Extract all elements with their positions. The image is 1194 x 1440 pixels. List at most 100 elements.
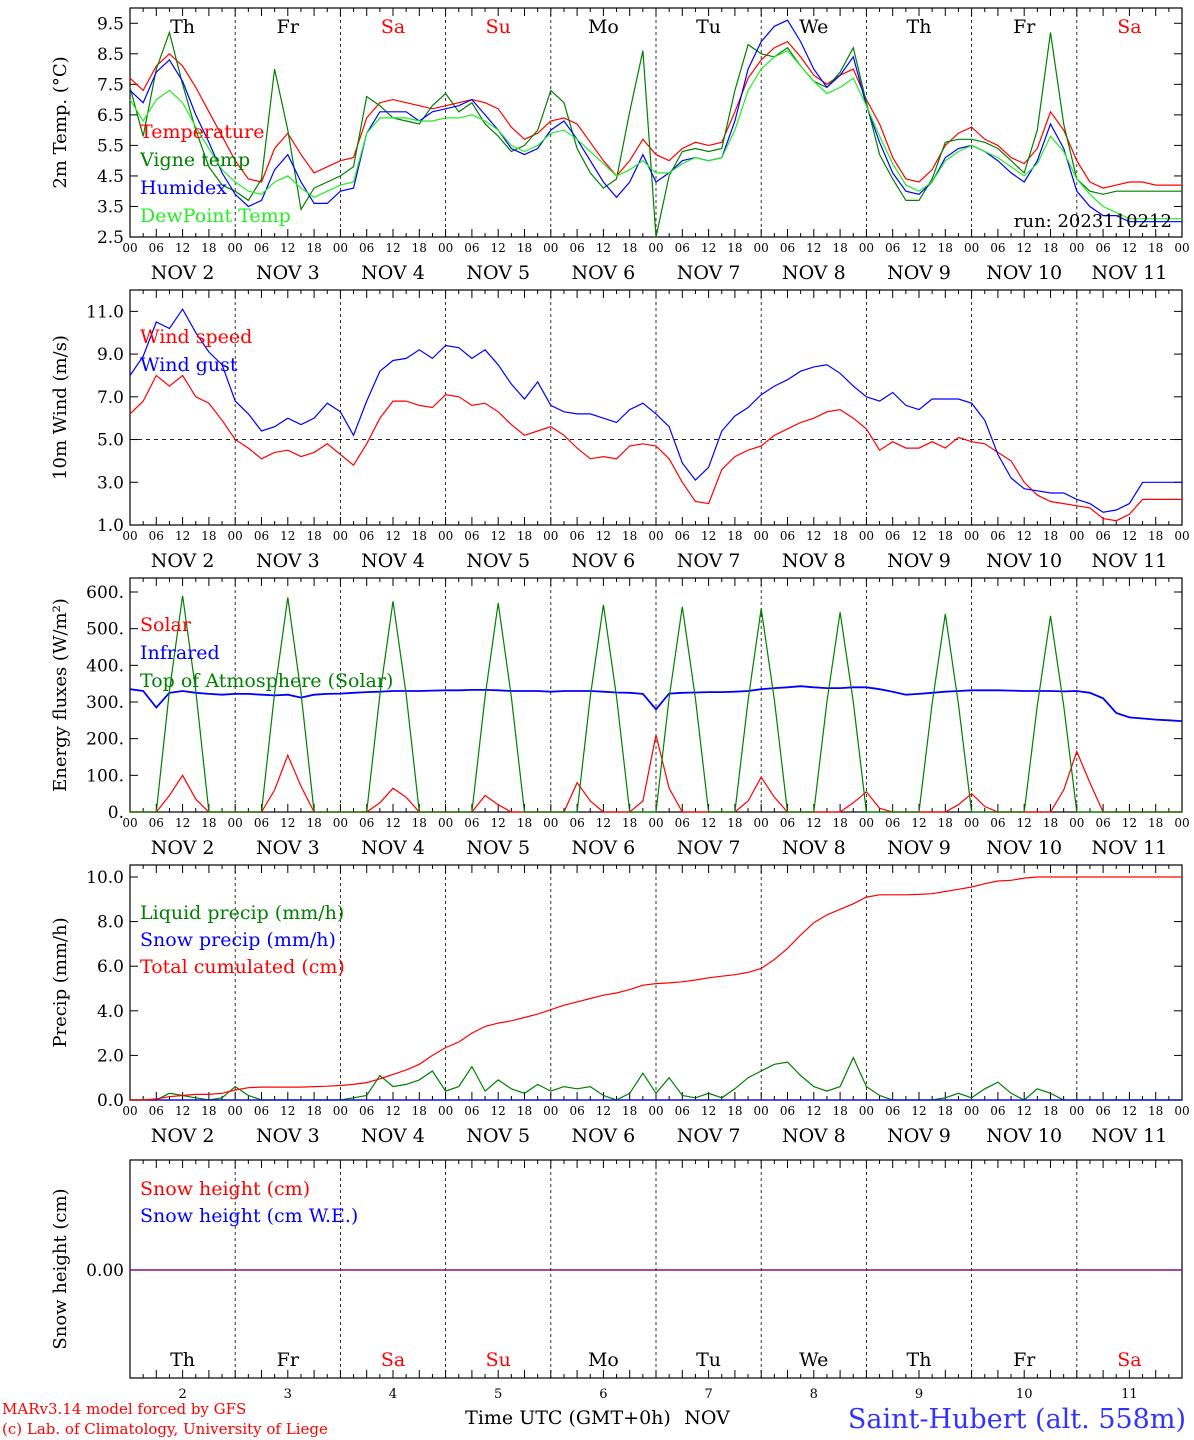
x-hour-label: 18 bbox=[938, 529, 953, 543]
series-group bbox=[130, 876, 1182, 1101]
x-hour-label: 06 bbox=[149, 241, 164, 255]
x-hour-label: 18 bbox=[412, 1104, 427, 1118]
x-hour-label: 06 bbox=[569, 816, 584, 830]
panel-5: 0.00 Snow height (cm) Snow height (cm) Snow… bbox=[50, 1159, 1183, 1402]
x-hour-label: 06 bbox=[780, 816, 795, 830]
x-hour-label: 00 bbox=[122, 241, 137, 255]
x-hour-label: 00 bbox=[859, 241, 874, 255]
y-tick-label: 7.0 bbox=[97, 388, 124, 408]
x-axis-title: Time UTC (GMT+0h) bbox=[465, 1407, 671, 1429]
x-hour-label: 00 bbox=[438, 1104, 453, 1118]
weekday-label: We bbox=[799, 16, 828, 38]
weekday-label: Sa bbox=[381, 16, 405, 38]
x-hour-label: 12 bbox=[1122, 1104, 1137, 1118]
x-hour-label: 06 bbox=[254, 1104, 269, 1118]
x-hour-label: 00 bbox=[543, 816, 558, 830]
panel-1: 9.5 8.5 7.5 6.5 5.5 4.5 3.5 2.5 2m Temp. (°C) Tem… bbox=[50, 7, 1190, 284]
y-tick-label: 4.0 bbox=[97, 1002, 124, 1022]
weekday-label: Th bbox=[907, 16, 932, 38]
x-hour-label: 00 bbox=[754, 1104, 769, 1118]
x-hour-label: 12 bbox=[1017, 1104, 1032, 1118]
x-date-label: NOV 7 bbox=[677, 262, 741, 284]
weekday-label: Th bbox=[907, 1349, 932, 1371]
y-tick-label: 400. bbox=[86, 656, 124, 676]
x-hour-label: 06 bbox=[885, 241, 900, 255]
legend-entry: Snow height (cm W.E.) bbox=[140, 1205, 358, 1227]
day-number: 5 bbox=[494, 1387, 502, 1402]
x-hour-label: 12 bbox=[806, 529, 821, 543]
series-line-temperature bbox=[129, 40, 1182, 189]
legend-entry: Top of Atmosphere (Solar) bbox=[140, 670, 393, 692]
weekday-label: Sa bbox=[381, 1349, 405, 1371]
legend-entry: Infrared bbox=[140, 642, 220, 664]
day-number: 11 bbox=[1121, 1387, 1138, 1402]
y-tick-label: 600. bbox=[86, 583, 124, 603]
x-hour-label: 06 bbox=[675, 816, 690, 830]
x-date-label: NOV 8 bbox=[782, 1125, 846, 1147]
x-date-label: NOV 9 bbox=[887, 837, 951, 859]
legend-entry: DewPoint Temp bbox=[140, 205, 291, 227]
legend-entry: Solar bbox=[140, 614, 192, 636]
x-hour-label: 12 bbox=[596, 816, 611, 830]
x-hour-label: 12 bbox=[175, 241, 190, 255]
x-hour-label: 18 bbox=[517, 529, 532, 543]
x-hour-label: 12 bbox=[1122, 816, 1137, 830]
panel-3: 600. 500. 400. 300. 200. 100. 0. Energy fluxes … bbox=[50, 577, 1190, 859]
x-hour-label: 12 bbox=[491, 529, 506, 543]
weekday-label: Fr bbox=[277, 16, 300, 38]
x-hour-label: 00 bbox=[859, 529, 874, 543]
x-hour-label: 12 bbox=[1017, 816, 1032, 830]
x-hour-label: 12 bbox=[701, 1104, 716, 1118]
x-date-label: NOV 5 bbox=[466, 1125, 530, 1147]
y-tick-label: 6.0 bbox=[97, 957, 124, 977]
x-hour-label: 00 bbox=[333, 529, 348, 543]
x-hour-label: 18 bbox=[622, 241, 637, 255]
x-hour-label: 06 bbox=[464, 816, 479, 830]
panels-layer: 9.5 8.5 7.5 6.5 5.5 4.5 3.5 2.5 2m Temp. (°C) Tem… bbox=[50, 7, 1190, 1402]
y-tick-label: 0. bbox=[108, 803, 124, 823]
x-hour-label: 18 bbox=[727, 529, 742, 543]
x-hour-label: 06 bbox=[464, 241, 479, 255]
x-hour-label: 00 bbox=[122, 529, 137, 543]
x-hour-label: 06 bbox=[464, 529, 479, 543]
series-line-infrared bbox=[129, 685, 1183, 722]
legend-entry: Wind gust bbox=[140, 354, 238, 376]
x-date-label: NOV 11 bbox=[1091, 550, 1167, 572]
weekday-label: Mo bbox=[588, 16, 619, 38]
x-hour-label: 12 bbox=[491, 1104, 506, 1118]
x-date-label: NOV 9 bbox=[887, 550, 951, 572]
y-tick-label: 11.0 bbox=[86, 302, 124, 322]
x-hour-label: 12 bbox=[806, 241, 821, 255]
x-hour-label: 18 bbox=[517, 816, 532, 830]
y-tick-label: 10.0 bbox=[86, 868, 124, 888]
x-date-label: NOV 7 bbox=[677, 1125, 741, 1147]
x-hour-label: 18 bbox=[832, 241, 847, 255]
x-date-label: NOV 8 bbox=[782, 837, 846, 859]
x-hour-label: 18 bbox=[727, 1104, 742, 1118]
x-hour-label: 06 bbox=[464, 1104, 479, 1118]
x-hour-label: 00 bbox=[1069, 816, 1084, 830]
x-hour-label: 06 bbox=[359, 529, 374, 543]
x-date-label: NOV 5 bbox=[466, 550, 530, 572]
x-hour-label: 12 bbox=[175, 1104, 190, 1118]
x-hour-label: 00 bbox=[1174, 816, 1189, 830]
y-tick-label: 300. bbox=[86, 693, 124, 713]
x-date-label: NOV 2 bbox=[151, 550, 215, 572]
x-hour-label: 06 bbox=[1095, 816, 1110, 830]
legend-entry: Snow precip (mm/h) bbox=[140, 929, 336, 951]
x-hour-label: 00 bbox=[648, 241, 663, 255]
x-hour-label: 00 bbox=[228, 816, 243, 830]
x-hour-label: 06 bbox=[149, 529, 164, 543]
y-tick-label: 0.0 bbox=[97, 1091, 124, 1111]
x-date-label: NOV 2 bbox=[151, 1125, 215, 1147]
y-tick-label: 9.0 bbox=[97, 345, 124, 365]
day-number: 9 bbox=[915, 1387, 923, 1402]
x-hour-label: 06 bbox=[990, 816, 1005, 830]
x-hour-label: 18 bbox=[201, 1104, 216, 1118]
y-axis-title: 10m Wind (m/s) bbox=[50, 335, 71, 480]
legend-entry: Vigne temp bbox=[139, 149, 250, 171]
legend-entry: Liquid precip (mm/h) bbox=[140, 902, 344, 924]
x-hour-label: 06 bbox=[990, 1104, 1005, 1118]
x-hour-label: 18 bbox=[1043, 1104, 1058, 1118]
x-hour-label: 18 bbox=[1148, 1104, 1163, 1118]
